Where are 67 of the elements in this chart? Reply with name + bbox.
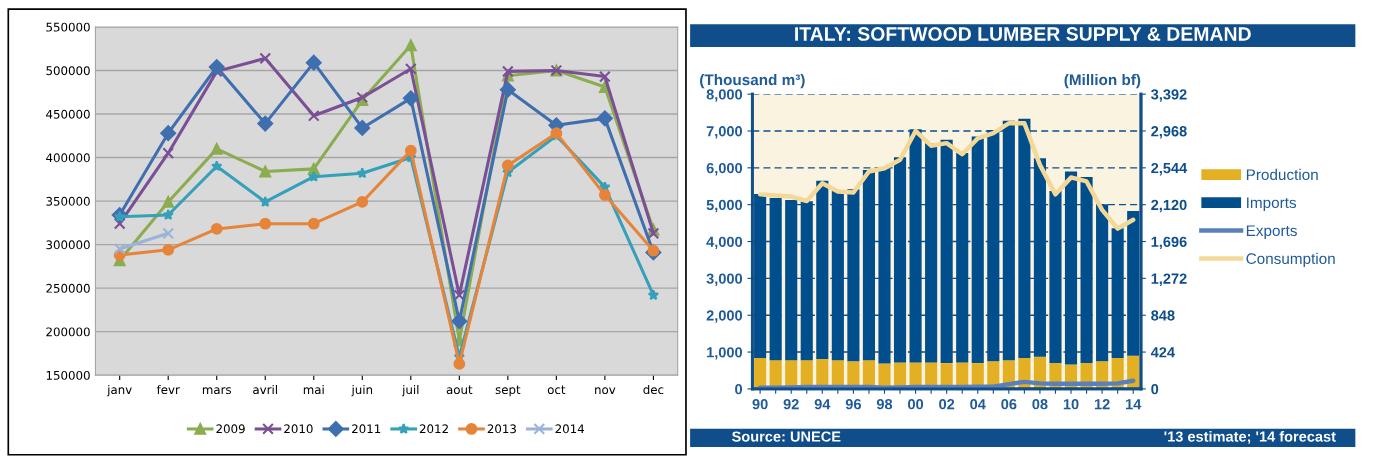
x-tick-label: 10 [1063, 399, 1079, 410]
y-tick-label: 550000 [46, 22, 90, 32]
y2-tick-label: 2,968 [1151, 126, 1187, 139]
legend-label: Consumption [1246, 252, 1335, 268]
x-tick-label: nov [595, 387, 616, 395]
y2-tick-label: 848 [1151, 310, 1175, 321]
legend-label: Production [1246, 168, 1318, 181]
x-tick-label: 12 [1094, 399, 1110, 410]
y-tick-label: 200000 [46, 327, 90, 337]
x-tick-label: janv [106, 384, 132, 397]
legend-label: 2009 [216, 424, 245, 434]
y-tick-label: 5,000 [706, 199, 743, 213]
x-tick-label: 96 [845, 399, 861, 410]
y-tick-label: 150000 [46, 370, 90, 380]
legend-label: 2010 [284, 424, 313, 434]
source-note: Source: UNECE [732, 431, 841, 442]
x-tick-label: mai [303, 384, 324, 395]
y-tick-label: 4,000 [706, 236, 743, 250]
y-tick-label: 300000 [46, 240, 90, 250]
legend-label: 2011 [352, 424, 381, 434]
x-tick-label: fevr [156, 384, 180, 395]
legend-label: Exports [1246, 225, 1297, 240]
x-tick-label: 14 [1126, 399, 1142, 410]
x-tick-label: avril [253, 384, 277, 395]
legend-label: 2014 [555, 424, 585, 434]
x-tick-label: juil [401, 384, 419, 397]
y-tick-label: 450000 [46, 109, 90, 119]
x-tick-label: 90 [752, 399, 768, 410]
y-tick-label: 500000 [46, 66, 90, 76]
y2-tick-label: 3,392 [1151, 89, 1187, 102]
y2-tick-label: 0 [1151, 384, 1159, 395]
x-tick-label: oct [547, 385, 566, 395]
y2-tick-label: 1,272 [1151, 273, 1187, 286]
y-tick-label: 3,000 [706, 273, 743, 286]
y-tick-label: 0 [735, 384, 743, 395]
x-tick-label: mars [202, 387, 232, 395]
y2-tick-label: 424 [1150, 347, 1175, 358]
x-tick-label: juin [351, 384, 373, 397]
x-tick-label: dec [643, 384, 664, 395]
x-tick-label: aout [446, 385, 473, 395]
y-tick-label: 250000 [46, 283, 90, 293]
x-tick-label: 04 [970, 399, 986, 410]
legend-label: Imports [1247, 197, 1297, 212]
y2-tick-label: 1,696 [1151, 236, 1187, 250]
y-tick-label: 2,000 [706, 310, 743, 323]
y-tick-label: 400000 [46, 153, 90, 163]
x-tick-label: 92 [783, 399, 799, 410]
y-tick-label: 350000 [46, 196, 90, 206]
x-tick-label: 06 [1001, 399, 1017, 410]
x-tick-label: 00 [908, 399, 924, 410]
y-tick-label: 6,000 [706, 162, 743, 176]
legend-label: 2013 [487, 424, 516, 434]
text: '13 estimate; '14 forecast [1164, 431, 1336, 444]
x-tick-label: 98 [876, 399, 893, 410]
y2-axis-title: (Million bf) [1064, 74, 1141, 89]
y-tick-label: 8,000 [706, 89, 743, 102]
y2-tick-label: 2,544 [1151, 162, 1188, 176]
x-tick-label: 94 [814, 399, 831, 410]
y-tick-label: 1,000 [707, 347, 743, 360]
x-tick-label: 02 [939, 399, 955, 410]
x-tick-label: sept [495, 385, 521, 397]
legend-label: 2012 [419, 424, 448, 434]
y-axis-title: (Thousand m³) [700, 74, 805, 89]
y2-tick-label: 2,120 [1151, 199, 1187, 213]
y-tick-label: 7,000 [706, 126, 743, 139]
chart-title: ITALY: SOFTWOOD LUMBER SUPPLY & DEMAND [795, 27, 1251, 41]
x-tick-label: 08 [1032, 399, 1048, 410]
